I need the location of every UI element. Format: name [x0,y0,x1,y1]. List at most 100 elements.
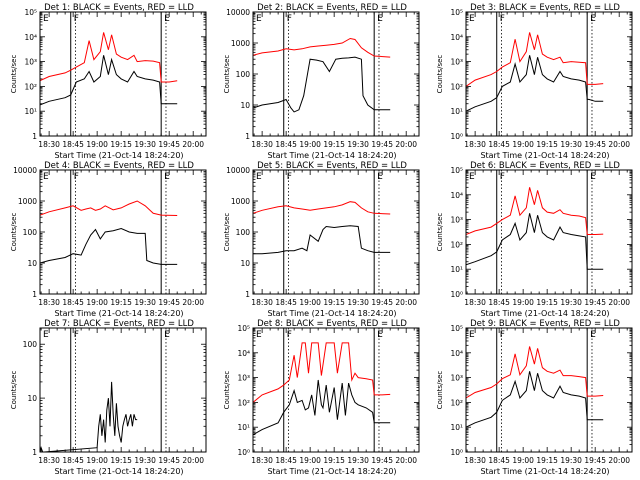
x-tick-label: 19:15 [536,298,558,307]
lld-series-line [253,201,391,215]
events-series-line [253,225,391,255]
series-group [40,32,178,106]
y-tick-label: 10⁴ [24,33,37,42]
panel-title: Det 9: BLACK = Events, RED = LLD [470,319,620,329]
x-axis-label: Start Time (21-Oct-14 18:24:20) [54,309,183,318]
y-axis-label: Counts/sec [10,213,18,252]
mode-marker-f: F [500,14,505,24]
events-series-line [466,55,604,112]
x-tick-label: 18:30 [251,140,273,149]
x-axis-label: Start Time (21-Oct-14 18:24:20) [480,309,609,318]
y-tick-label: 10² [450,82,463,91]
y-tick-label: 10⁵ [237,324,250,333]
x-tick-label: 19:30 [560,140,582,149]
x-tick-label: 19:00 [86,456,108,465]
y-tick-label: 10⁵ [450,324,463,333]
y-axis-label: Counts/sec [436,55,444,94]
mode-marker-e: E [164,172,170,182]
mode-marker-f: F [74,14,79,24]
mode-marker-f: F [287,172,292,182]
y-tick-label: 10² [237,398,250,407]
x-tick-label: 19:00 [86,298,108,307]
mode-marker-e: E [256,330,262,340]
y-tick-label: 10 [240,101,250,110]
plot-frame [252,169,420,295]
y-axis-label: Counts/sec [10,55,18,94]
x-tick-label: 19:45 [158,298,180,307]
mode-marker-e: E [377,14,383,24]
x-tick-label: 18:30 [251,298,273,307]
x-tick-label: 19:45 [158,456,180,465]
y-axis-label: Counts/sec [223,371,231,410]
y-tick-label: 10¹ [237,423,250,432]
x-tick-label: 19:15 [536,456,558,465]
y-tick-label: 1 [32,290,37,299]
x-tick-label: 19:15 [110,298,132,307]
x-tick-label: 18:30 [38,140,60,149]
y-tick-label: 1 [245,132,250,141]
x-tick-label: 19:00 [299,456,321,465]
y-tick-label: 10⁴ [450,33,463,42]
series-group [253,342,391,436]
plot-frame [465,327,633,453]
x-tick-label: 18:30 [464,456,486,465]
x-tick-label: 19:00 [512,140,534,149]
series-group [466,32,604,112]
detector-panel-8: Det 8: BLACK = Events, RED = LLD Counts/s… [223,319,420,476]
x-tick-label: 19:30 [134,298,156,307]
y-tick-label: 1000 [18,197,37,206]
events-series-line [466,371,604,428]
y-tick-label: 10000 [226,8,250,17]
mode-marker-e: E [590,14,596,24]
x-tick-label: 18:45 [488,456,510,465]
y-axis-label: Counts/sec [223,55,231,94]
y-tick-label: 10² [24,82,37,91]
x-tick-label: 19:30 [347,140,369,149]
x-axis-label: Start Time (21-Oct-14 18:24:20) [54,151,183,160]
detector-panel-5: Det 5: BLACK = Events, RED = LLD Counts/s… [223,161,420,318]
events-series-line [40,381,138,452]
detector-panel-3: Det 3: BLACK = Events, RED = LLD Counts/s… [436,3,633,160]
x-tick-label: 19:15 [323,298,345,307]
detector-panel-6: Det 6: BLACK = Events, RED = LLD Counts/s… [436,161,633,318]
x-tick-label: 18:30 [251,456,273,465]
y-axis-label: Counts/sec [10,371,18,410]
plot-frame [252,327,420,453]
x-tick-label: 19:30 [134,456,156,465]
plot-frame [39,11,207,137]
panel-title: Det 5: BLACK = Events, RED = LLD [257,161,407,171]
x-tick-label: 19:45 [584,456,606,465]
events-series-line [466,213,604,270]
x-tick-label: 18:45 [488,140,510,149]
detector-panel-7: Det 7: BLACK = Events, RED = LLD Counts/s… [10,319,207,476]
y-tick-label: 1 [32,448,37,457]
events-series-line [40,55,178,106]
panel-title: Det 4: BLACK = Events, RED = LLD [44,161,194,171]
mode-marker-f: F [500,172,505,182]
mode-marker-e: E [256,172,262,182]
x-tick-label: 18:45 [275,298,297,307]
y-tick-label: 1000 [231,197,250,206]
x-tick-label: 19:15 [323,140,345,149]
y-tick-label: 10⁵ [450,8,463,17]
y-tick-label: 10 [27,394,37,403]
lld-series-line [40,32,178,83]
mode-marker-e: E [43,14,49,24]
x-tick-label: 18:45 [275,140,297,149]
lld-series-line [253,37,391,58]
x-tick-label: 19:15 [110,456,132,465]
x-tick-label: 19:00 [512,298,534,307]
x-tick-label: 20:00 [395,298,417,307]
x-tick-label: 19:45 [371,456,393,465]
plot-frame [39,327,207,453]
events-series-line [40,227,178,265]
mode-marker-e: E [164,14,170,24]
x-tick-label: 20:00 [608,298,630,307]
y-axis-label: Counts/sec [223,213,231,252]
x-tick-label: 20:00 [182,298,204,307]
x-tick-label: 18:45 [62,456,84,465]
x-tick-label: 19:15 [536,140,558,149]
mode-marker-f: F [287,330,292,340]
y-tick-label: 10⁰ [450,290,463,299]
